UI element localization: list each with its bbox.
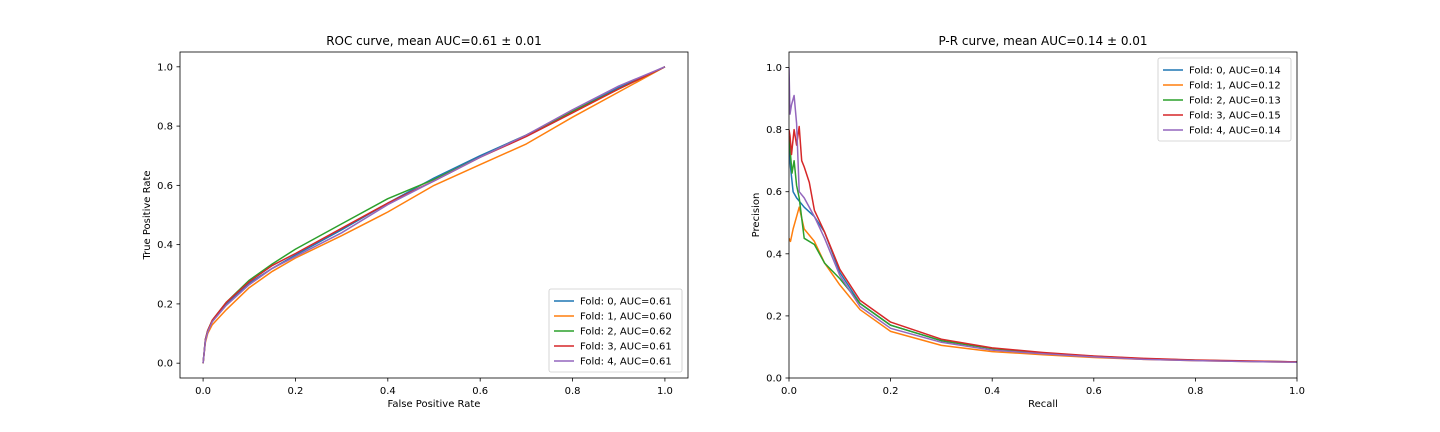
y-tick-label: 0.8	[157, 122, 173, 133]
x-axis-label: Recall	[1028, 399, 1058, 410]
x-tick-label: 0.8	[565, 386, 581, 397]
series-line-4	[202, 66, 666, 364]
x-axis-label: False Positive Rate	[388, 399, 481, 410]
chart-title: ROC curve, mean AUC=0.61 ± 0.01	[326, 34, 542, 48]
plot-frame	[788, 51, 1298, 379]
y-axis-label: True Positive Rate	[142, 170, 153, 260]
series-line-4	[789, 67, 1297, 363]
y-axis-label: Precision	[751, 193, 762, 238]
series-group	[202, 66, 666, 364]
y-tick-label: 0.4	[157, 240, 173, 251]
y-tick-label: 1.0	[157, 62, 173, 73]
x-tick-label: 1.0	[657, 386, 673, 397]
chart-title: P-R curve, mean AUC=0.14 ± 0.01	[938, 34, 1147, 48]
y-tick-label: 0.0	[766, 374, 782, 385]
y-tick-label: 0.6	[766, 187, 782, 198]
y-tick-label: 0.0	[157, 359, 173, 370]
legend-box	[1157, 57, 1292, 142]
x-tick-label: 0.0	[781, 386, 797, 397]
y-tick-label: 1.0	[766, 63, 782, 74]
legend-entry: Fold: 4, AUC=0.14	[1189, 126, 1281, 137]
series-group	[789, 67, 1297, 363]
legend-entry: Fold: 3, AUC=0.15	[1189, 111, 1281, 122]
y-tick-label: 0.8	[766, 125, 782, 136]
roc-curve-panel: ROC curve, mean AUC=0.61 ± 0.01 0.0 0.2 0.4…	[142, 34, 689, 410]
plot-frame	[179, 51, 689, 379]
x-tick-label: 0.6	[472, 386, 488, 397]
legend: Fold: 0, AUC=0.14 Fold: 1, AUC=0.12 Fold: …	[1157, 57, 1292, 142]
legend: Fold: 0, AUC=0.61 Fold: 1, AUC=0.60 Fold: …	[548, 288, 683, 373]
y-tick-label: 0.2	[766, 311, 782, 322]
legend-entry: Fold: 4, AUC=0.61	[580, 357, 672, 368]
series-line-3	[789, 125, 1297, 363]
x-tick-label: 0.4	[380, 386, 396, 397]
pr-curve-panel: P-R curve, mean AUC=0.14 ± 0.01 0.0 0.2 0.4…	[751, 34, 1305, 410]
legend-entry: Fold: 1, AUC=0.60	[580, 312, 672, 323]
y-tick-label: 0.4	[766, 249, 782, 260]
x-tick-label: 0.6	[1086, 386, 1102, 397]
x-tick-label: 0.4	[984, 386, 1000, 397]
series-line-1	[202, 66, 666, 364]
legend-entry: Fold: 3, AUC=0.61	[580, 342, 672, 353]
legend-entry: Fold: 2, AUC=0.13	[1189, 96, 1281, 107]
x-tick-label: 1.0	[1289, 386, 1305, 397]
x-tick-label: 0.2	[883, 386, 899, 397]
legend-entry: Fold: 1, AUC=0.12	[1189, 81, 1281, 92]
x-tick-label: 0.2	[288, 386, 304, 397]
x-tick-label: 0.0	[195, 386, 211, 397]
legend-box	[548, 288, 683, 373]
legend-entry: Fold: 0, AUC=0.14	[1189, 66, 1281, 77]
y-tick-label: 0.6	[157, 181, 173, 192]
legend-entry: Fold: 0, AUC=0.61	[580, 297, 672, 308]
legend-entry: Fold: 2, AUC=0.62	[580, 327, 672, 338]
x-tick-label: 0.8	[1187, 386, 1203, 397]
y-tick-label: 0.2	[157, 299, 173, 310]
